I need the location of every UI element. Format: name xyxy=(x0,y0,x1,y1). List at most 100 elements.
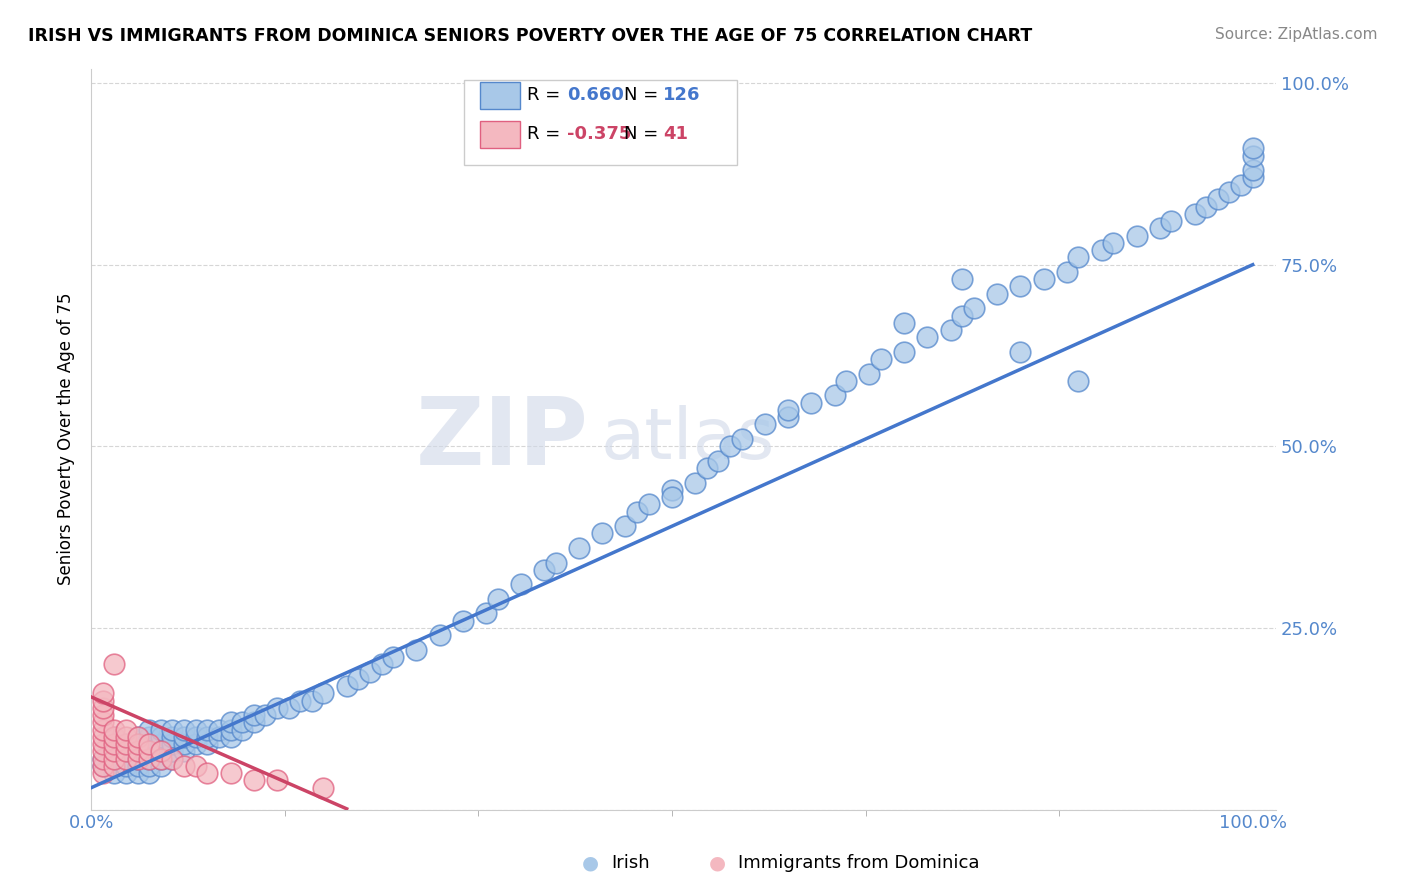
Point xyxy=(835,374,858,388)
Point xyxy=(382,650,405,665)
Point xyxy=(1149,221,1171,235)
Point xyxy=(115,723,138,737)
Point xyxy=(138,766,160,780)
Point xyxy=(149,744,172,758)
Point xyxy=(115,744,138,758)
Point xyxy=(127,752,149,766)
Point xyxy=(103,744,125,758)
Point xyxy=(195,737,218,751)
Point xyxy=(1195,200,1218,214)
Point xyxy=(91,752,114,766)
Point xyxy=(661,490,683,504)
Point xyxy=(115,744,138,758)
Point xyxy=(91,759,114,773)
Point xyxy=(115,737,138,751)
Point xyxy=(301,693,323,707)
Point xyxy=(138,752,160,766)
Text: Irish: Irish xyxy=(612,855,650,872)
Point xyxy=(115,737,138,751)
Point xyxy=(266,701,288,715)
Point xyxy=(184,723,207,737)
Point xyxy=(103,730,125,744)
Point xyxy=(127,759,149,773)
Point xyxy=(290,693,312,707)
Point xyxy=(950,309,973,323)
Text: R =: R = xyxy=(527,87,567,104)
Point xyxy=(103,752,125,766)
Point xyxy=(568,541,591,555)
Point xyxy=(347,672,370,686)
Point xyxy=(115,759,138,773)
Point xyxy=(127,737,149,751)
Point xyxy=(963,301,986,316)
Point xyxy=(1102,235,1125,250)
Point xyxy=(91,708,114,723)
Point xyxy=(162,744,184,758)
Point xyxy=(626,505,648,519)
Point xyxy=(718,439,741,453)
Point xyxy=(91,701,114,715)
Point xyxy=(138,737,160,751)
Text: IRISH VS IMMIGRANTS FROM DOMINICA SENIORS POVERTY OVER THE AGE OF 75 CORRELATION: IRISH VS IMMIGRANTS FROM DOMINICA SENIOR… xyxy=(28,27,1032,45)
Point xyxy=(173,744,195,758)
Point xyxy=(1241,149,1264,163)
Text: 41: 41 xyxy=(664,126,689,144)
Point xyxy=(451,614,474,628)
Point xyxy=(1206,192,1229,206)
Point xyxy=(1241,170,1264,185)
Point xyxy=(115,752,138,766)
Point xyxy=(115,766,138,780)
Point xyxy=(162,752,184,766)
Point xyxy=(1125,228,1147,243)
Point xyxy=(127,752,149,766)
Point xyxy=(208,730,231,744)
Point xyxy=(103,737,125,751)
Point xyxy=(173,759,195,773)
Point xyxy=(149,752,172,766)
Point xyxy=(778,403,800,417)
Point xyxy=(242,773,264,788)
Point xyxy=(312,780,335,795)
Point xyxy=(754,417,776,432)
Point xyxy=(115,752,138,766)
Point xyxy=(696,461,718,475)
Point xyxy=(195,730,218,744)
Point xyxy=(91,730,114,744)
Text: ●: ● xyxy=(582,854,599,873)
Text: ZIP: ZIP xyxy=(416,393,589,485)
Text: atlas: atlas xyxy=(600,405,775,474)
FancyBboxPatch shape xyxy=(479,121,520,148)
Point xyxy=(1010,279,1032,293)
Point xyxy=(162,744,184,758)
Point xyxy=(138,744,160,758)
Point xyxy=(173,730,195,744)
Point xyxy=(208,723,231,737)
Point xyxy=(683,475,706,490)
Point xyxy=(173,737,195,751)
Y-axis label: Seniors Poverty Over the Age of 75: Seniors Poverty Over the Age of 75 xyxy=(58,293,75,585)
Point xyxy=(219,723,242,737)
Point xyxy=(1184,207,1206,221)
Point xyxy=(149,730,172,744)
Text: Source: ZipAtlas.com: Source: ZipAtlas.com xyxy=(1215,27,1378,42)
Point xyxy=(1241,141,1264,155)
Point xyxy=(405,642,427,657)
Point xyxy=(1032,272,1054,286)
Point xyxy=(91,686,114,700)
Point xyxy=(359,665,381,679)
Point xyxy=(1218,185,1240,199)
Point xyxy=(661,483,683,497)
Point xyxy=(1091,243,1114,257)
Point xyxy=(127,737,149,751)
Point xyxy=(127,744,149,758)
Point xyxy=(870,352,893,367)
Point xyxy=(544,556,567,570)
Point xyxy=(336,679,359,693)
Point xyxy=(219,766,242,780)
Point xyxy=(91,737,114,751)
Point xyxy=(91,766,114,780)
Point xyxy=(219,715,242,730)
Point xyxy=(127,752,149,766)
Point xyxy=(184,737,207,751)
Point xyxy=(149,737,172,751)
